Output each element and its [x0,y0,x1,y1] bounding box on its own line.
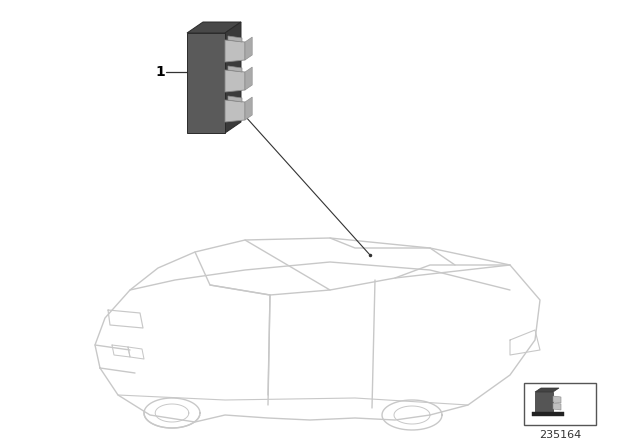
Bar [532,412,564,416]
Polygon shape [535,392,553,412]
Polygon shape [553,403,561,410]
Polygon shape [535,388,559,392]
Polygon shape [245,67,252,90]
Polygon shape [225,70,245,92]
Polygon shape [228,36,242,42]
Text: 1: 1 [155,65,165,79]
Polygon shape [228,66,242,72]
Polygon shape [225,22,241,133]
Polygon shape [228,96,242,102]
Polygon shape [553,396,561,403]
Polygon shape [245,97,252,120]
Text: 235164: 235164 [539,430,581,440]
Polygon shape [245,37,252,60]
Polygon shape [187,22,241,33]
Polygon shape [225,100,245,122]
Polygon shape [187,33,225,133]
Bar [524,383,596,425]
Polygon shape [225,40,245,62]
